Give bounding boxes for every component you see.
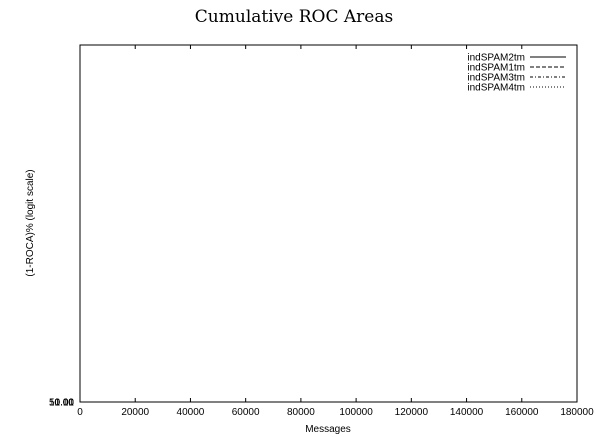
y-axis-label: (1-ROCA)% (logit scale) [25,169,36,276]
x-tick-label: 120000 [395,407,429,418]
legend-label: indSPAM1tm [467,63,525,74]
y-tick-label: 0.01 [55,398,75,409]
plot-area [79,44,578,403]
x-tick-label: 140000 [450,407,484,418]
chart-title: Cumulative ROC Areas [195,7,393,27]
x-tick-label: 40000 [177,407,205,418]
x-tick-label: 160000 [505,407,539,418]
y-tick-label: 1.00 [55,398,75,409]
x-tick-label: 180000 [560,407,594,418]
x-tick-label: 60000 [232,407,260,418]
legend-label: indSPAM4tm [467,83,525,94]
y-tick-label: 50.00 [49,398,74,409]
x-axis-label: Messages [305,424,351,435]
y-tick-label: 10.00 [49,398,74,409]
y-tick-label: 0.10 [55,398,75,409]
legend-label: indSPAM3tm [467,73,525,84]
x-axis: 0 20000 40000 60000 80000 100000 120000 140000 1… [77,45,594,418]
x-tick-label: 20000 [121,407,149,418]
x-tick-label: 100000 [339,407,373,418]
x-tick-label: 80000 [287,407,315,418]
x-tick-label: 0 [77,407,83,418]
legend-label: indSPAM2tm [467,53,525,64]
